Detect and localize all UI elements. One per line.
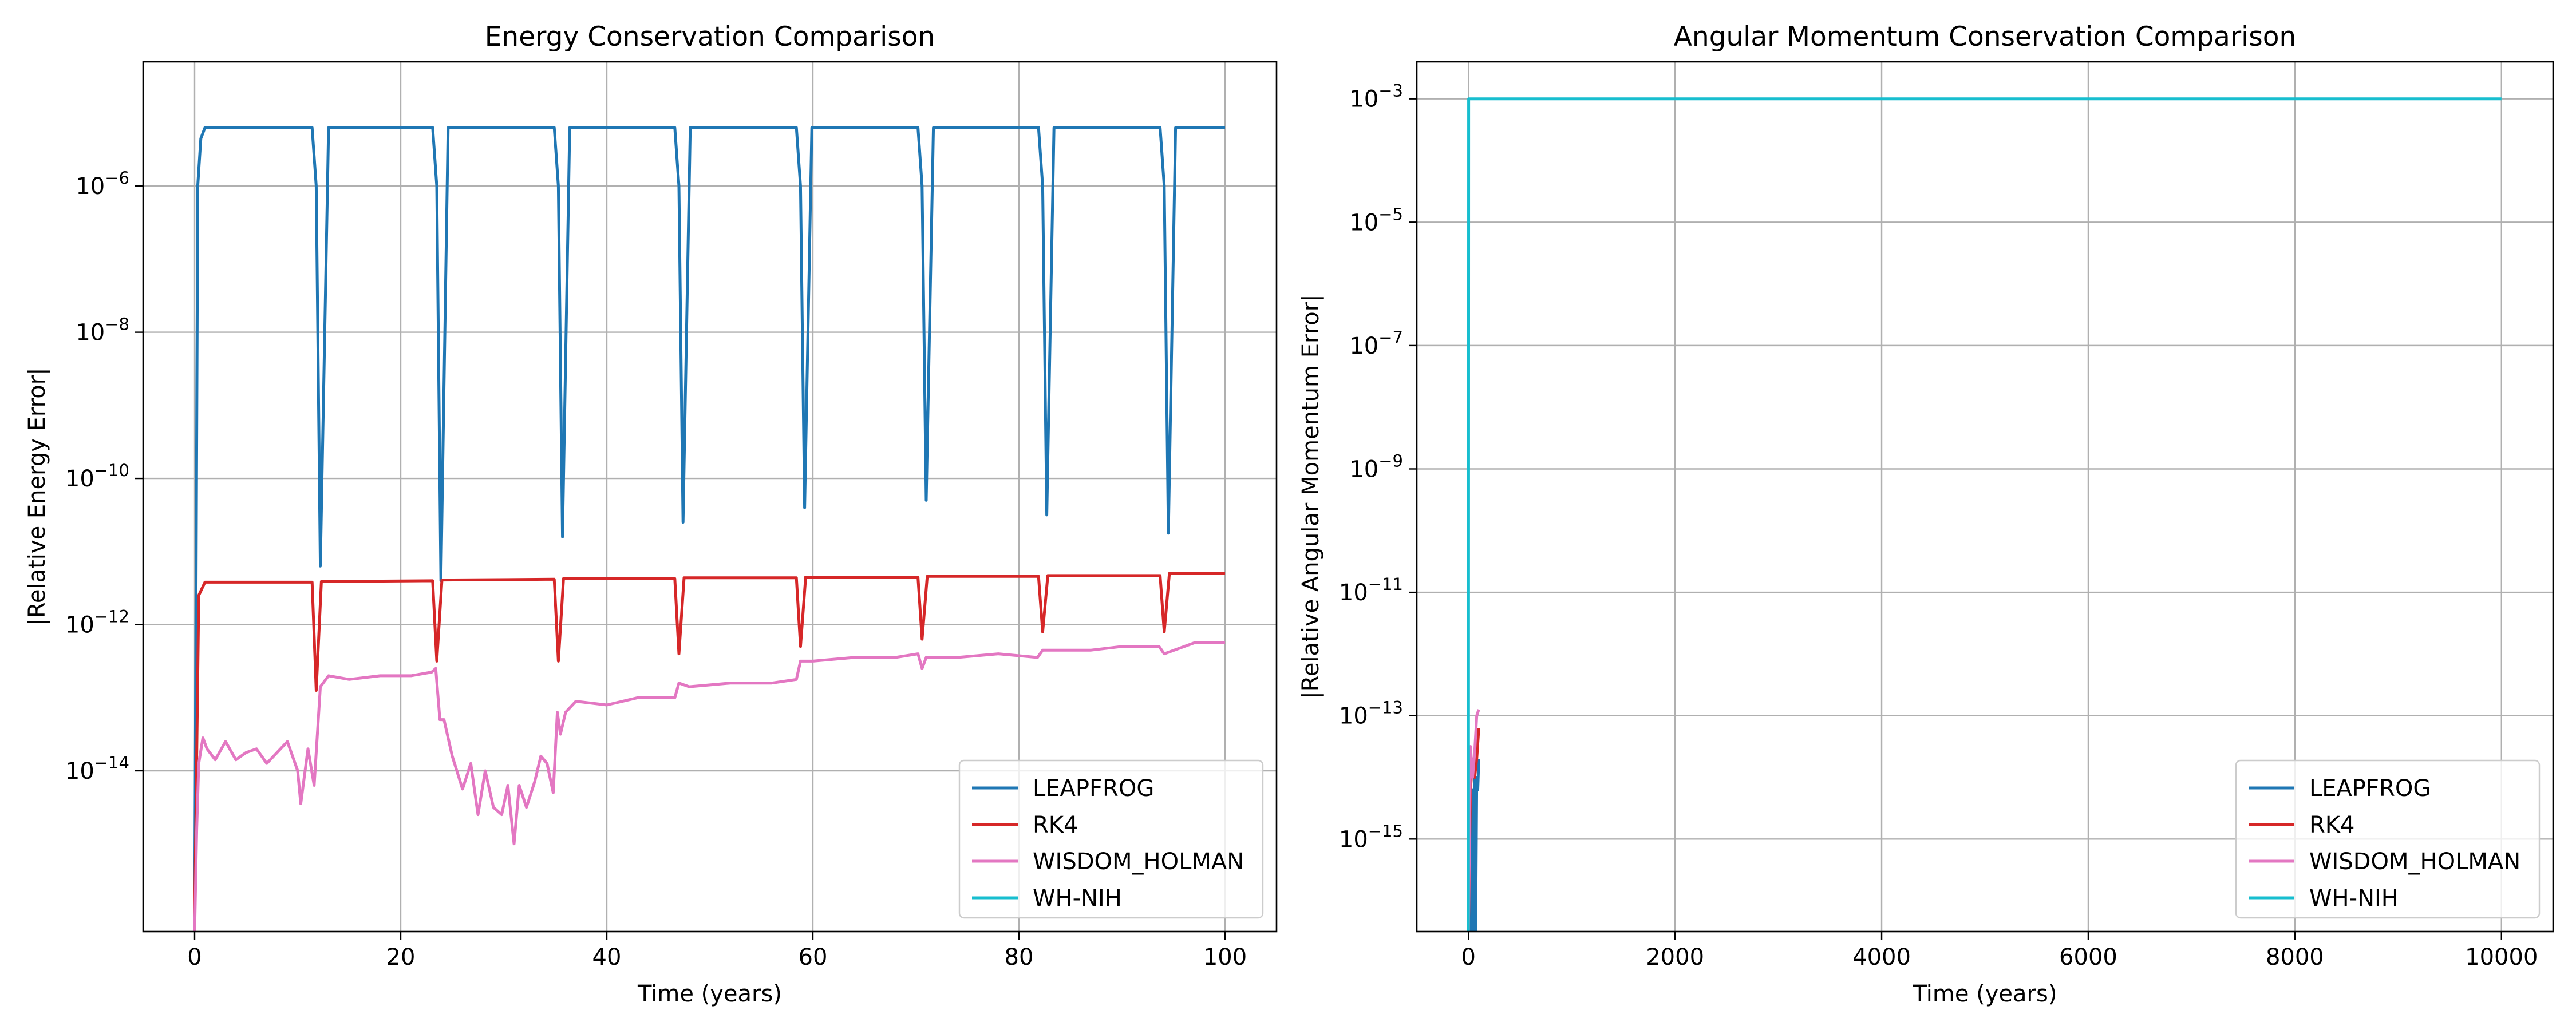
y-tick-label: 10−11	[1339, 575, 1403, 606]
legend: LEAPFROG RK4 WISDOM_HOLMAN WH-NIH	[958, 759, 1264, 919]
y-tick-label: 10−8	[76, 315, 129, 346]
chart-title: Energy Conservation Comparison	[485, 21, 935, 53]
legend-label: LEAPFROG	[2309, 775, 2431, 802]
series-group	[1467, 97, 2502, 932]
series-group	[193, 126, 1225, 932]
y-tick-label: 10−9	[1349, 451, 1403, 482]
axes-frame	[142, 61, 1278, 933]
y-tick-label: 10−10	[65, 461, 129, 492]
y-tick-label: 10−5	[1349, 204, 1403, 236]
x-tick-label: 0	[1461, 944, 1476, 970]
x-tick-label: 0	[187, 944, 202, 970]
y-tick-label: 10−14	[65, 753, 129, 785]
axes-frame	[1416, 61, 2554, 933]
grid	[143, 62, 1277, 932]
x-tick-label: 10000	[2465, 944, 2538, 970]
x-tick-label: 2000	[1646, 944, 1704, 970]
y-tick-label: 10−6	[76, 168, 129, 200]
chart-2: 0 2000 4000 6000 8000 10000 10−15 10−13 10−11 10−…	[1298, 21, 2554, 1007]
x-axis-label: Time (years)	[637, 981, 782, 1007]
legend-label: WH-NIH	[1033, 885, 1122, 912]
x-tick-label: 80	[1005, 944, 1034, 970]
y-tick-label: 10−15	[1339, 821, 1403, 853]
legend-box	[2235, 759, 2541, 919]
y-axis-label: |Relative Energy Error|	[24, 367, 50, 625]
chart-1: 0 20 40 60 80 100 10−14 10−12 10−10 10−8 10−6 Energ…	[24, 21, 1278, 1007]
x-tick-label: 8000	[2266, 944, 2324, 970]
x-tick-label: 100	[1203, 944, 1247, 970]
y-tick-label: 10−7	[1349, 328, 1403, 359]
chart-title: Angular Momentum Conservation Comparison	[1674, 21, 2297, 53]
x-tick-label: 40	[592, 944, 622, 970]
y-tick-label: 10−12	[65, 607, 129, 639]
series-line-wisdom-holman	[193, 641, 1225, 932]
legend-box	[958, 759, 1264, 919]
y-tick-label: 10−3	[1349, 81, 1403, 113]
legend-label: WH-NIH	[2309, 885, 2399, 912]
series-line-wh-nih	[1467, 97, 2502, 932]
legend-label: RK4	[1033, 812, 1078, 838]
x-tick-label: 6000	[2059, 944, 2117, 970]
y-tick-label: 10−13	[1339, 698, 1403, 730]
x-tick-label: 60	[799, 944, 828, 970]
legend-label: WISDOM_HOLMAN	[2309, 849, 2520, 875]
legend-label: WISDOM_HOLMAN	[1033, 849, 1244, 875]
legend-label: RK4	[2309, 812, 2354, 838]
legend: LEAPFROG RK4 WISDOM_HOLMAN WH-NIH	[2235, 759, 2541, 919]
x-tick-label: 20	[386, 944, 416, 970]
x-tick-label: 4000	[1852, 944, 1911, 970]
y-axis-label: |Relative Angular Momentum Error|	[1298, 294, 1324, 699]
series-line-leapfrog	[193, 126, 1225, 932]
series-line-wisdom-holman	[1467, 709, 1480, 932]
legend-label: LEAPFROG	[1033, 775, 1154, 802]
series-line-rk4	[193, 572, 1225, 917]
x-axis-label: Time (years)	[1913, 981, 2057, 1007]
